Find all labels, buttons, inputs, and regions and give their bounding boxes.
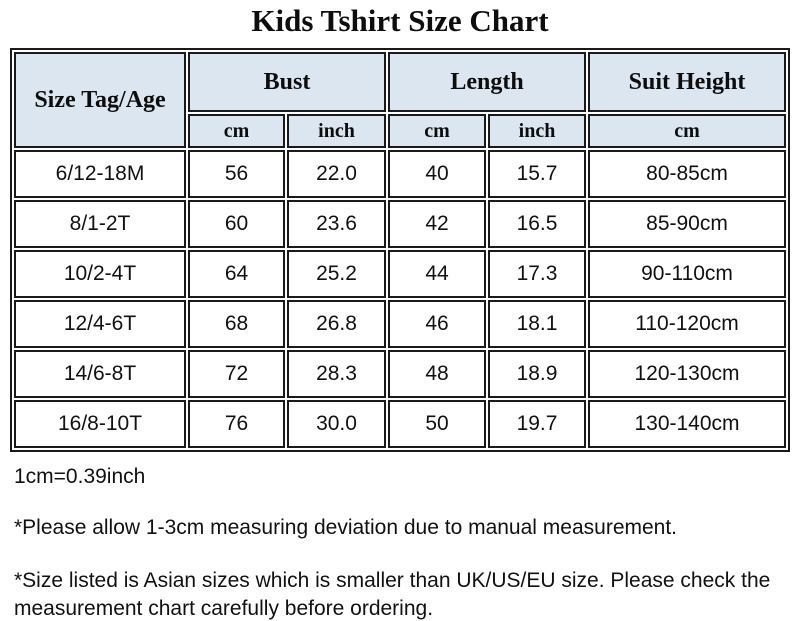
- footnotes: 1cm=0.39inch *Please allow 1-3cm measuri…: [14, 465, 788, 621]
- header-unit-row: cm inch cm inch cm: [14, 114, 786, 148]
- length-inch-cell: 16.5: [488, 200, 587, 248]
- table-row: 14/6-8T 72 28.3 48 18.9 120-130cm: [14, 350, 786, 398]
- subheader-bust-cm: cm: [188, 114, 285, 148]
- bust-cm-cell: 56: [188, 150, 285, 198]
- note-deviation: *Please allow 1-3cm measuring deviation …: [14, 516, 678, 539]
- suit-height-cell: 110-120cm: [588, 300, 786, 348]
- bust-cm-cell: 72: [188, 350, 285, 398]
- note-conversion: 1cm=0.39inch: [14, 465, 146, 488]
- length-cm-cell: 48: [388, 350, 486, 398]
- suit-height-cell: 130-140cm: [588, 400, 786, 448]
- table-row: 10/2-4T 64 25.2 44 17.3 90-110cm: [14, 250, 786, 298]
- bust-cm-cell: 60: [188, 200, 285, 248]
- bust-inch-cell: 25.2: [287, 250, 386, 298]
- bust-inch-cell: 30.0: [287, 400, 386, 448]
- length-inch-cell: 18.9: [488, 350, 587, 398]
- suit-height-cell: 120-130cm: [588, 350, 786, 398]
- note-sizing: *Size listed is Asian sizes which is sma…: [14, 569, 771, 621]
- length-cm-cell: 46: [388, 300, 486, 348]
- group-header-bust: Bust: [188, 52, 386, 112]
- length-inch-cell: 17.3: [488, 250, 587, 298]
- length-inch-cell: 19.7: [488, 400, 587, 448]
- length-cm-cell: 50: [388, 400, 486, 448]
- length-cm-cell: 40: [388, 150, 486, 198]
- length-cm-cell: 42: [388, 200, 486, 248]
- bust-inch-cell: 26.8: [287, 300, 386, 348]
- size-tag-cell: 6/12-18M: [14, 150, 186, 198]
- table-row: 6/12-18M 56 22.0 40 15.7 80-85cm: [14, 150, 786, 198]
- bust-cm-cell: 76: [188, 400, 285, 448]
- corner-header-cell: Size Tag/Age: [14, 52, 186, 148]
- subheader-length-inch: inch: [488, 114, 587, 148]
- suit-height-cell: 85-90cm: [588, 200, 786, 248]
- bust-inch-cell: 22.0: [287, 150, 386, 198]
- size-chart-table: Size Tag/Age Bust Length Suit Height cm …: [10, 48, 790, 452]
- size-tag-cell: 16/8-10T: [14, 400, 186, 448]
- subheader-bust-inch: inch: [287, 114, 386, 148]
- length-cm-cell: 44: [388, 250, 486, 298]
- header-group-row: Size Tag/Age Bust Length Suit Height: [14, 52, 786, 148]
- bust-inch-cell: 23.6: [287, 200, 386, 248]
- bust-cm-cell: 68: [188, 300, 285, 348]
- length-inch-cell: 18.1: [488, 300, 587, 348]
- suit-height-cell: 80-85cm: [588, 150, 786, 198]
- suit-height-cell: 90-110cm: [588, 250, 786, 298]
- table-row: 12/4-6T 68 26.8 46 18.1 110-120cm: [14, 300, 786, 348]
- size-tag-cell: 12/4-6T: [14, 300, 186, 348]
- bust-inch-cell: 28.3: [287, 350, 386, 398]
- table-row: 8/1-2T 60 23.6 42 16.5 85-90cm: [14, 200, 786, 248]
- bust-cm-cell: 64: [188, 250, 285, 298]
- subheader-length-cm: cm: [388, 114, 486, 148]
- group-header-length: Length: [388, 52, 587, 112]
- subheader-suit-height-cm: cm: [588, 114, 786, 148]
- table-row: 16/8-10T 76 30.0 50 19.7 130-140cm: [14, 400, 786, 448]
- size-tag-cell: 10/2-4T: [14, 250, 186, 298]
- page-title: Kids Tshirt Size Chart: [251, 3, 549, 38]
- length-inch-cell: 15.7: [488, 150, 587, 198]
- size-tag-cell: 14/6-8T: [14, 350, 186, 398]
- size-tag-cell: 8/1-2T: [14, 200, 186, 248]
- group-header-suit-height: Suit Height: [588, 52, 786, 112]
